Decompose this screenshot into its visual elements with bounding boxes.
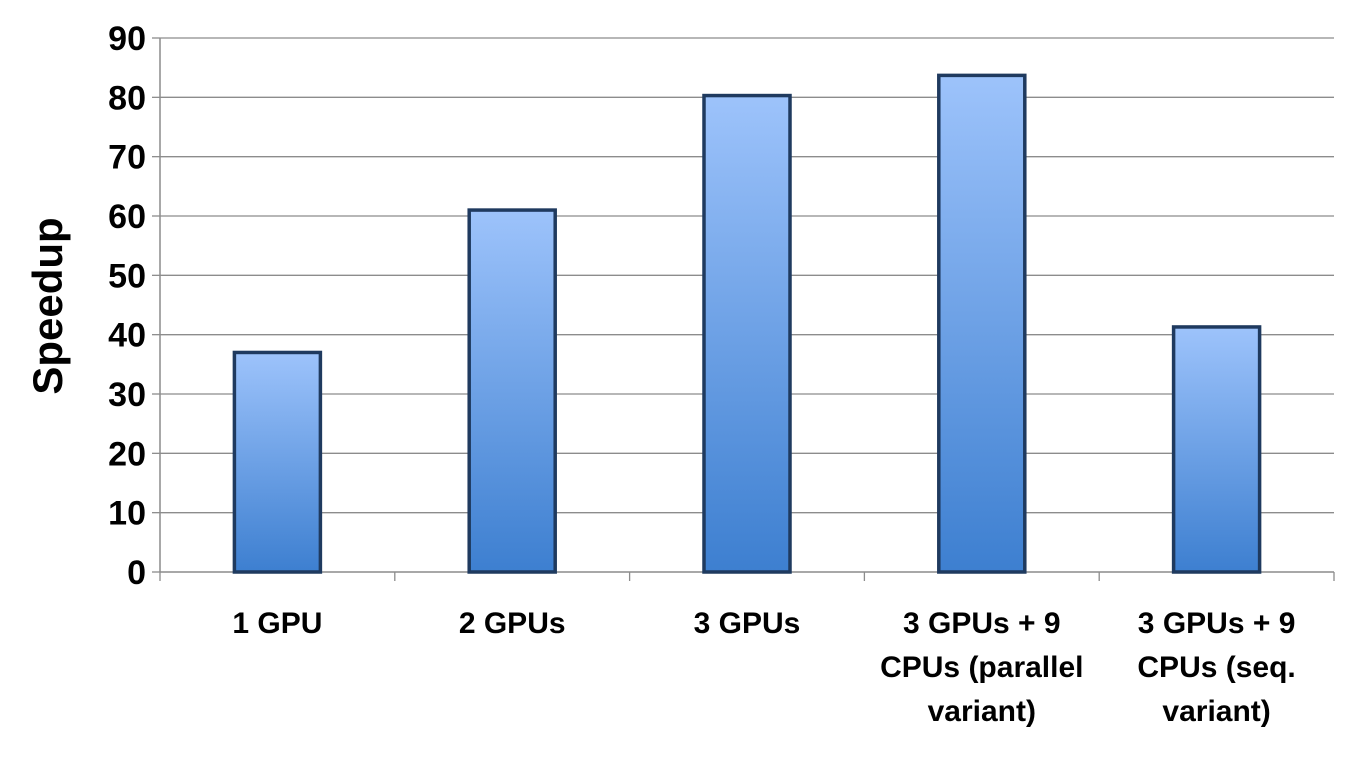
y-tick-label: 20 (108, 435, 146, 473)
bar (937, 73, 1027, 574)
y-tick-label: 70 (108, 139, 146, 177)
bar (1171, 325, 1262, 574)
y-tick-label: 80 (108, 79, 146, 117)
x-tick-label: 3 GPUs (694, 607, 801, 640)
bar (702, 93, 792, 574)
x-tick-label: 3 GPUs + 9 CPUs (parallel variant) (880, 607, 1083, 728)
y-tick-label: 30 (108, 376, 146, 414)
y-tick-label: 0 (127, 554, 146, 592)
y-tick-label: 90 (108, 20, 146, 58)
x-tick-label: 1 GPU (232, 607, 322, 640)
bar (232, 350, 323, 574)
x-tick-label: 2 GPUs (459, 607, 566, 640)
bar (467, 208, 557, 574)
x-tick-labels: 1 GPU 2 GPUs 3 GPUs 3 GPUs + 9 CPUs (paralle… (232, 607, 1295, 728)
y-tick-labels: 0 10 20 30 40 50 60 70 80 90 (108, 20, 146, 592)
y-tick-label: 40 (108, 317, 146, 355)
bars (232, 73, 1262, 574)
y-tick-label: 60 (108, 198, 146, 236)
y-tick-label: 50 (108, 257, 146, 295)
y-axis-label: Speedup (24, 217, 71, 394)
x-tick-label: 3 GPUs + 9 CPUs (seq. variant) (1137, 607, 1295, 728)
y-tick-label: 10 (108, 495, 146, 533)
